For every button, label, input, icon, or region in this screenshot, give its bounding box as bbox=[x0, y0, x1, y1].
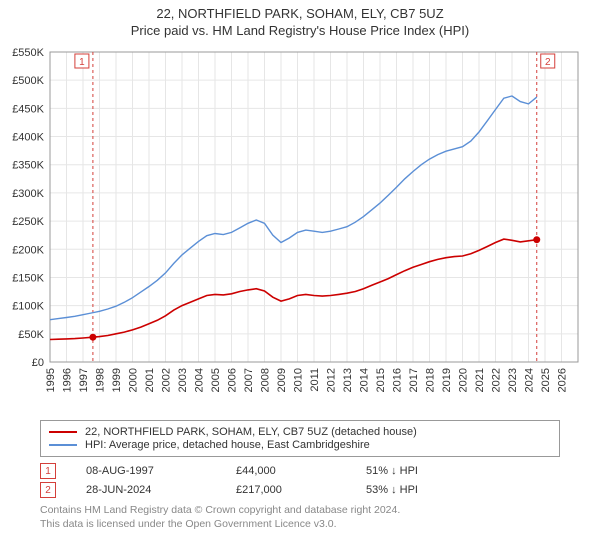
marker-date: 28-JUN-2024 bbox=[86, 484, 206, 496]
svg-text:£450K: £450K bbox=[12, 103, 44, 115]
marker-price: £44,000 bbox=[236, 465, 336, 477]
svg-text:2004: 2004 bbox=[194, 368, 206, 392]
svg-text:2011: 2011 bbox=[309, 368, 321, 392]
legend-swatch-price bbox=[49, 431, 77, 433]
marker-row: 2 28-JUN-2024 £217,000 53% ↓ HPI bbox=[40, 482, 560, 498]
svg-text:1996: 1996 bbox=[62, 368, 74, 392]
svg-text:2002: 2002 bbox=[161, 368, 173, 392]
svg-text:2019: 2019 bbox=[441, 368, 453, 392]
marker-row: 1 08-AUG-1997 £44,000 51% ↓ HPI bbox=[40, 463, 560, 479]
marker-date: 08-AUG-1997 bbox=[86, 465, 206, 477]
legend-item: 22, NORTHFIELD PARK, SOHAM, ELY, CB7 5UZ… bbox=[49, 426, 551, 438]
legend-swatch-hpi bbox=[49, 444, 77, 446]
svg-text:2024: 2024 bbox=[524, 368, 536, 392]
svg-text:2026: 2026 bbox=[557, 368, 569, 392]
svg-text:£300K: £300K bbox=[12, 188, 44, 200]
marker-pct: 53% ↓ HPI bbox=[366, 484, 466, 496]
legend-label: HPI: Average price, detached house, East… bbox=[85, 439, 370, 451]
svg-text:2006: 2006 bbox=[227, 368, 239, 392]
svg-text:2016: 2016 bbox=[392, 368, 404, 392]
svg-text:2014: 2014 bbox=[359, 368, 371, 392]
svg-text:2005: 2005 bbox=[210, 368, 222, 392]
svg-text:2015: 2015 bbox=[375, 368, 387, 392]
svg-text:2010: 2010 bbox=[293, 368, 305, 392]
footnote-line: This data is licensed under the Open Gov… bbox=[40, 518, 560, 532]
chart-area: £0 £50K £100K £150K £200K £250K £300K £350K £400… bbox=[0, 44, 600, 414]
svg-text:2013: 2013 bbox=[342, 368, 354, 392]
svg-text:2003: 2003 bbox=[177, 368, 189, 392]
marker-badge-1: 1 bbox=[40, 463, 56, 479]
legend: 22, NORTHFIELD PARK, SOHAM, ELY, CB7 5UZ… bbox=[40, 420, 560, 457]
svg-text:2023: 2023 bbox=[507, 368, 519, 392]
svg-text:2021: 2021 bbox=[474, 368, 486, 392]
legend-label: 22, NORTHFIELD PARK, SOHAM, ELY, CB7 5UZ… bbox=[85, 426, 417, 438]
svg-text:£500K: £500K bbox=[12, 75, 44, 87]
svg-text:2: 2 bbox=[545, 57, 551, 68]
svg-text:2022: 2022 bbox=[491, 368, 503, 392]
footnote: Contains HM Land Registry data © Crown c… bbox=[40, 504, 560, 531]
footnote-line: Contains HM Land Registry data © Crown c… bbox=[40, 504, 560, 518]
svg-text:2025: 2025 bbox=[540, 368, 552, 392]
chart-title-address: 22, NORTHFIELD PARK, SOHAM, ELY, CB7 5UZ bbox=[0, 6, 600, 21]
svg-text:£350K: £350K bbox=[12, 160, 44, 172]
marker-badge-2: 2 bbox=[40, 482, 56, 498]
svg-text:2000: 2000 bbox=[128, 368, 140, 392]
svg-text:£100K: £100K bbox=[12, 301, 44, 313]
svg-text:£550K: £550K bbox=[12, 47, 44, 59]
svg-text:2018: 2018 bbox=[425, 368, 437, 392]
svg-text:2009: 2009 bbox=[276, 368, 288, 392]
svg-text:2012: 2012 bbox=[326, 368, 338, 392]
svg-text:£0: £0 bbox=[32, 357, 44, 369]
svg-text:2008: 2008 bbox=[260, 368, 272, 392]
svg-text:2020: 2020 bbox=[458, 368, 470, 392]
svg-text:1998: 1998 bbox=[95, 368, 107, 392]
svg-text:2001: 2001 bbox=[144, 368, 156, 392]
legend-item: HPI: Average price, detached house, East… bbox=[49, 439, 551, 451]
svg-text:1: 1 bbox=[79, 57, 85, 68]
marker-table: 1 08-AUG-1997 £44,000 51% ↓ HPI 2 28-JUN… bbox=[40, 463, 560, 498]
svg-text:£400K: £400K bbox=[12, 132, 44, 144]
svg-text:1995: 1995 bbox=[45, 368, 57, 392]
svg-text:£50K: £50K bbox=[18, 329, 44, 341]
svg-text:1999: 1999 bbox=[111, 368, 123, 392]
svg-text:1997: 1997 bbox=[78, 368, 90, 392]
svg-text:£150K: £150K bbox=[12, 272, 44, 284]
marker-pct: 51% ↓ HPI bbox=[366, 465, 466, 477]
chart-title-subtitle: Price paid vs. HM Land Registry's House … bbox=[0, 23, 600, 38]
svg-text:£250K: £250K bbox=[12, 216, 44, 228]
marker-price: £217,000 bbox=[236, 484, 336, 496]
svg-text:£200K: £200K bbox=[12, 244, 44, 256]
svg-text:2017: 2017 bbox=[408, 368, 420, 392]
svg-text:2007: 2007 bbox=[243, 368, 255, 392]
